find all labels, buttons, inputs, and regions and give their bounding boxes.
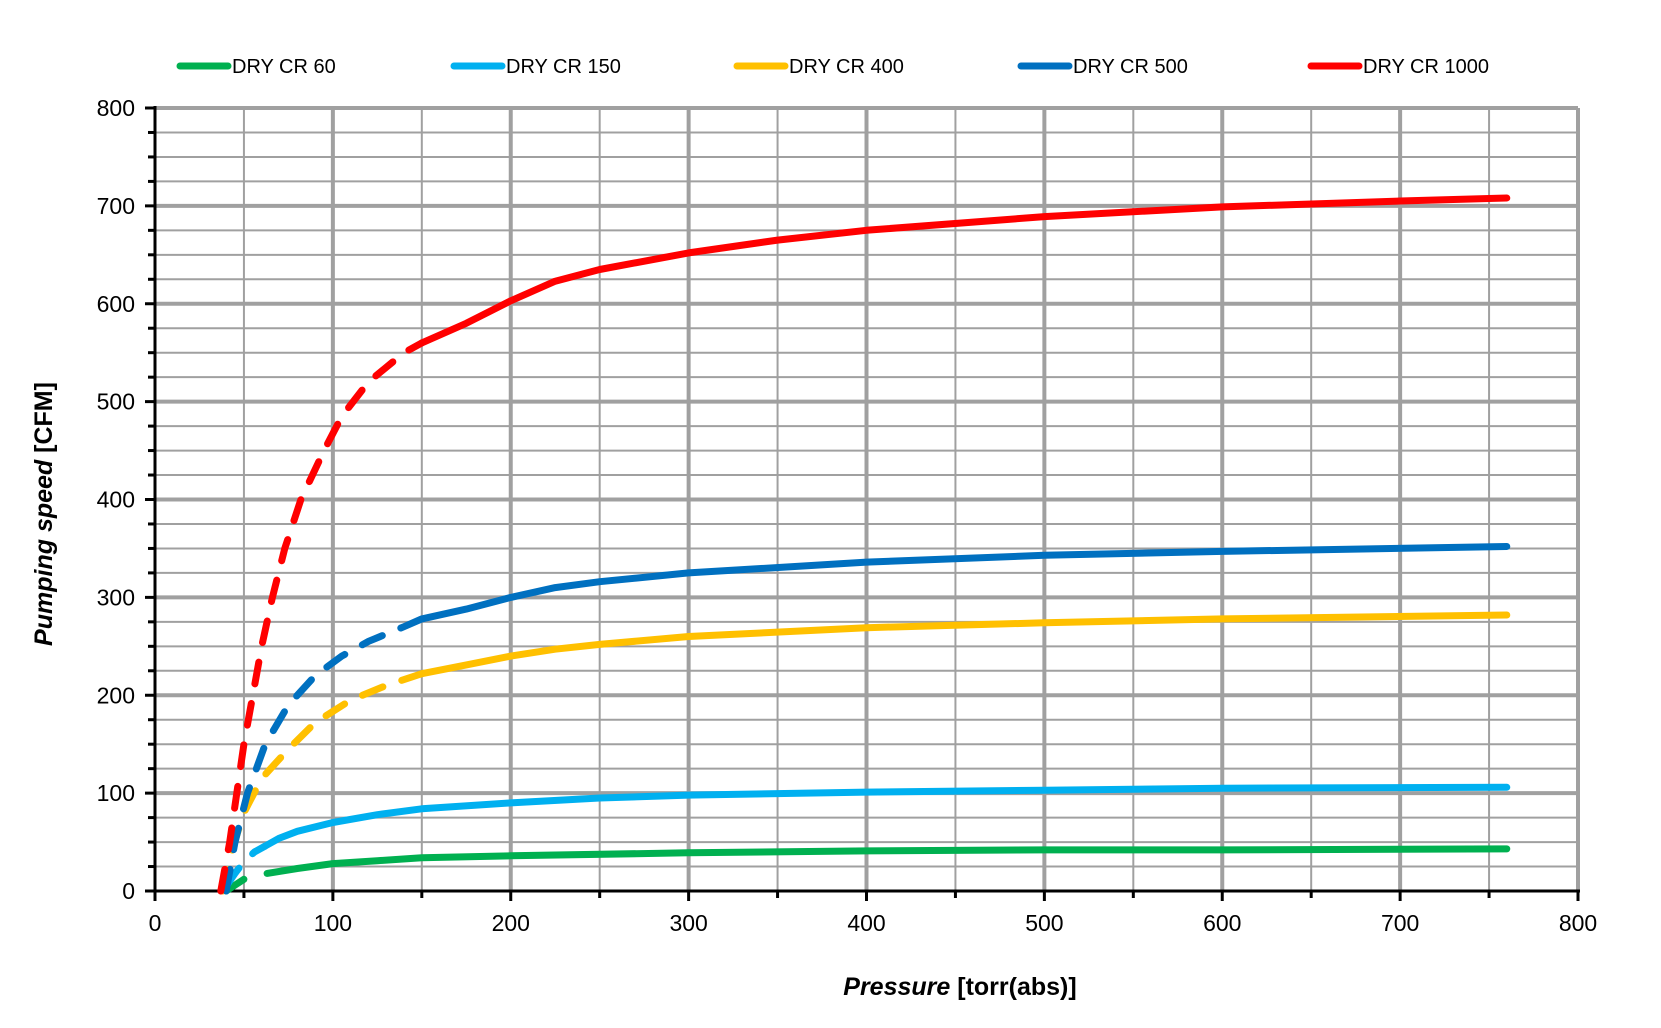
y-axis-title-italic: Pumping speed	[30, 459, 58, 646]
series-dry-cr-400-solid	[418, 611, 1511, 678]
legend-label-dry-cr-1000: DRY CR 1000	[1363, 56, 1489, 78]
series-dry-cr-60-solid	[263, 845, 1511, 877]
y-tick-label: 100	[97, 780, 135, 806]
series-lines	[217, 194, 1511, 895]
x-tick-label: 400	[847, 910, 885, 936]
series-dry-cr-500-dashed	[222, 615, 426, 895]
x-tick-label: 500	[1025, 910, 1063, 936]
y-tick-label: 300	[97, 584, 135, 610]
x-tick-label: 200	[492, 910, 530, 936]
series-dry-cr-1000-solid	[418, 194, 1511, 347]
legend: DRY CR 60 DRY CR 150 DRY CR 400 DRY CR 500 D…	[176, 56, 1489, 78]
y-tick-label: 200	[97, 682, 135, 708]
y-axis-title-unit: [CFM]	[30, 382, 58, 460]
y-axis-title: Pumping speed [CFM]	[30, 382, 58, 646]
x-axis-title-italic: Pressure	[843, 973, 950, 1001]
legend-label-dry-cr-500: DRY CR 500	[1073, 56, 1188, 78]
x-tick-label: 100	[314, 910, 352, 936]
y-tick-label: 600	[97, 291, 135, 317]
axes: 0 100 200 300 400 500 600 700 800 0 100 200 300 400 50…	[97, 95, 1598, 936]
series-dry-cr-150-solid	[261, 783, 1511, 850]
y-tick-label: 700	[97, 193, 135, 219]
series-dry-cr-500-solid	[418, 543, 1511, 623]
x-tick-label: 800	[1559, 910, 1597, 936]
x-axis-title-unit: [torr(abs)]	[950, 973, 1076, 1001]
y-tick-label: 800	[97, 95, 135, 121]
y-tick-label: 400	[97, 487, 135, 513]
y-tick-label: 0	[122, 878, 135, 904]
x-tick-label: 300	[669, 910, 707, 936]
legend-label-dry-cr-400: DRY CR 400	[789, 56, 904, 78]
legend-label-dry-cr-60: DRY CR 60	[232, 56, 336, 78]
x-tick-label: 600	[1203, 910, 1241, 936]
x-axis-title: Pressure [torr(abs)]	[843, 973, 1076, 1001]
grid	[155, 106, 1580, 891]
x-tick-label: 700	[1381, 910, 1419, 936]
series-dry-cr-1000-dashed	[217, 339, 426, 895]
legend-label-dry-cr-150: DRY CR 150	[506, 56, 621, 78]
y-tick-label: 500	[97, 389, 135, 415]
x-tick-label: 0	[149, 910, 162, 936]
